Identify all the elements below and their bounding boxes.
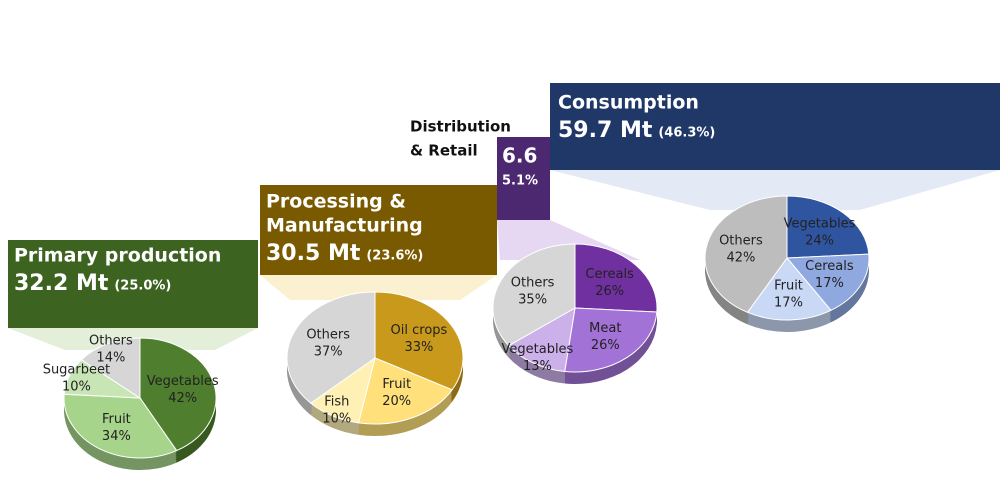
slice-value: 35% [518,293,547,308]
slice-label: Others [719,234,763,249]
pie-slice [574,243,658,313]
slice-value: 26% [595,284,624,299]
pie-slice [80,337,141,399]
header-title: & Retail [410,142,478,160]
slice-value: 10% [322,412,351,427]
slice-label: Oil crops [391,323,448,338]
header-share: 5.1% [502,174,538,189]
header-total: 30.5 Mt [266,241,361,266]
header-total: 32.2 Mt [14,271,109,296]
pie-slice [286,291,376,404]
slice-value: 10% [62,380,91,395]
slice-label: Vegetables [502,342,574,357]
pie-slice [786,195,870,259]
header-box [8,240,258,328]
slice-label: Fruit [102,412,131,427]
slice-value: 26% [591,338,620,353]
slice-value: 42% [726,251,755,266]
slice-label: Vegetables [147,374,219,389]
slice-value: 14% [96,351,125,366]
slice-label: Fruit [774,278,803,293]
header-box [260,185,497,275]
header-title: Primary production [14,245,221,267]
slice-value: 24% [805,233,834,248]
header-box [550,83,1000,170]
slice-value: 17% [815,276,844,291]
header-share: (23.6%) [366,249,423,264]
pie-slice [564,307,658,373]
pie-slice [139,337,217,452]
slice-label: Vegetables [784,216,856,231]
header-share: (25.0%) [114,279,171,294]
slice-value: 17% [774,295,803,310]
slice-value: 37% [314,344,343,359]
pie-slice [704,195,788,313]
pie-slice [507,307,576,373]
header-total: 6.6 [502,144,537,168]
slice-label: Meat [589,321,621,336]
slice-value: 13% [523,359,552,374]
pie-slice [492,243,576,347]
slice-label: Others [89,334,133,349]
header-title: Manufacturing [266,215,423,237]
header-share: (46.3%) [658,126,715,141]
pie-slice [785,253,870,311]
header-title: Processing & [266,191,406,213]
slice-value: 20% [382,394,411,409]
header-total: 59.7 Mt [558,118,653,143]
slice-value: 34% [102,429,131,444]
slice-value: 42% [168,391,197,406]
pie-slice [63,393,178,459]
slice-label: Others [511,276,555,291]
slice-label: Cereals [585,267,634,282]
fan [550,170,1000,210]
slice-label: Others [306,327,350,342]
slice-label: Sugarbeet [43,363,110,378]
pie-slice [374,291,464,391]
slice-value: 33% [404,340,433,355]
fan [260,275,497,300]
slice-label: Fruit [382,377,411,392]
header-title: Distribution [410,118,511,136]
slice-label: Fish [324,395,349,410]
pie-slice [746,257,832,321]
header-title: Consumption [558,92,699,114]
slice-label: Cereals [805,259,854,274]
header-box [497,137,550,220]
pie-slice [357,357,453,425]
